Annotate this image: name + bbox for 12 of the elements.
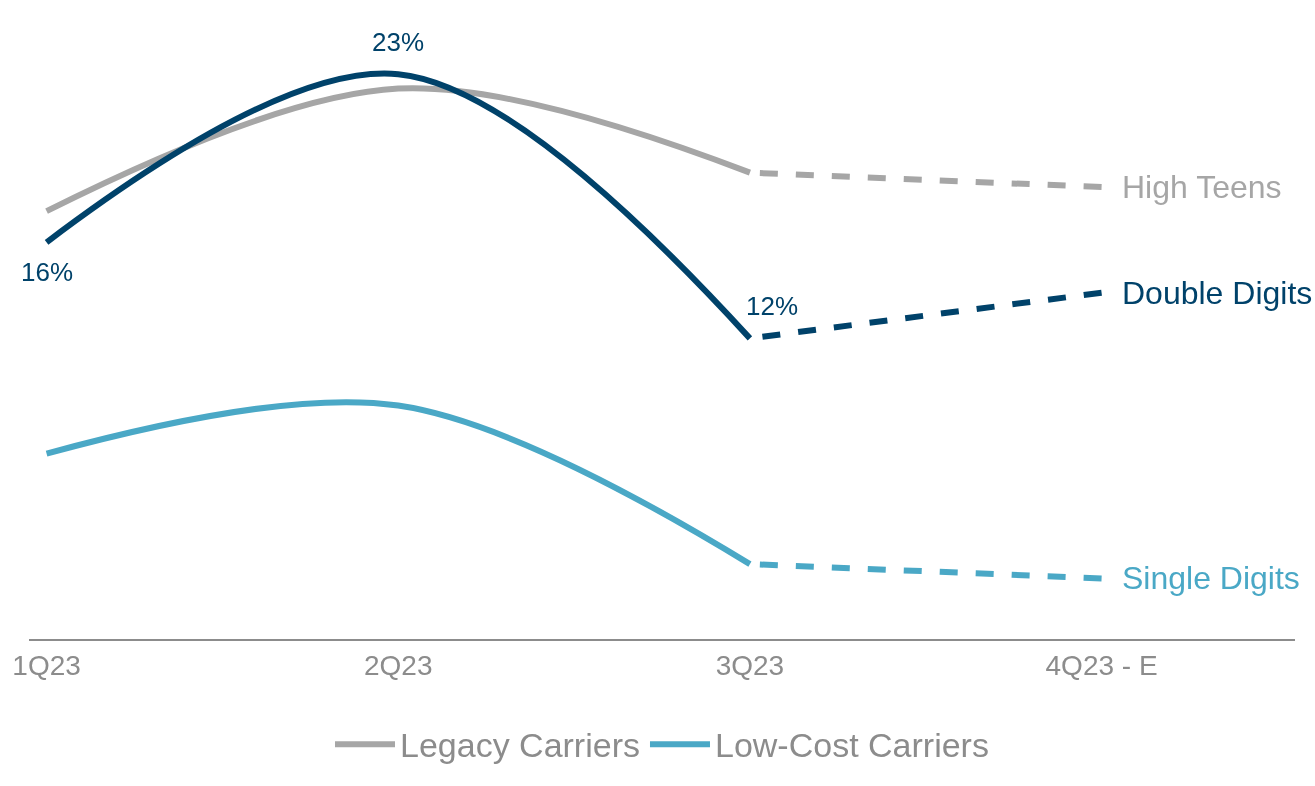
data-label: 16% bbox=[21, 257, 74, 287]
legend-label: Low-Cost Carriers bbox=[714, 726, 989, 765]
legend-label: Legacy Carriers bbox=[400, 726, 640, 765]
annotation: High Teens bbox=[1122, 169, 1282, 205]
x-tick-label: 3Q23 bbox=[715, 649, 785, 681]
data-label: 23% bbox=[372, 27, 425, 57]
x-tick-label: 4Q23 - E bbox=[1045, 649, 1158, 681]
x-tick-label: 2Q23 bbox=[364, 649, 433, 681]
x-tick-label: 1Q23 bbox=[12, 649, 81, 681]
annotation: Single Digits bbox=[1122, 560, 1300, 596]
annotation: Double Digits bbox=[1122, 275, 1313, 311]
data-label: 12% bbox=[746, 291, 799, 321]
